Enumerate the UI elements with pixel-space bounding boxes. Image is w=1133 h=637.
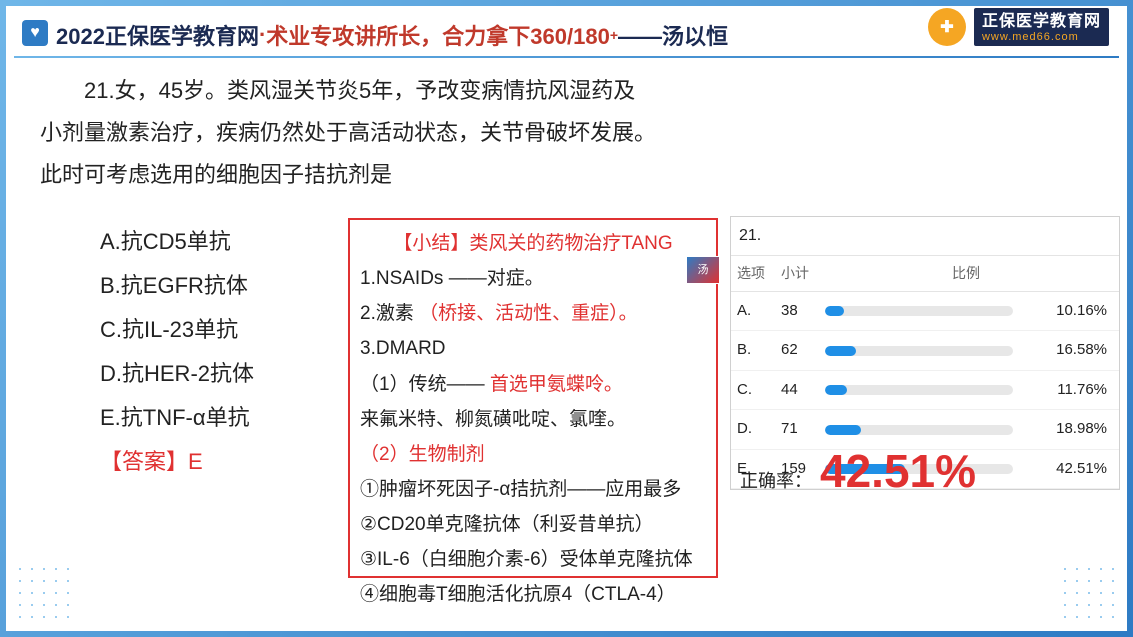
- summary-l4: （1）传统—— 首选甲氨蝶呤。: [360, 367, 706, 402]
- correct-rate: 正确率： 42.51%: [740, 428, 976, 515]
- logo-line1: 正保医学教育网: [982, 12, 1101, 31]
- stats-bar: [819, 331, 1019, 371]
- stats-pct: 11.76%: [1019, 370, 1119, 410]
- stamp-icon: 汤: [686, 256, 720, 284]
- stats-row: A.38 10.16%: [731, 291, 1119, 331]
- summary-l4b: 首选甲氨蝶呤。: [490, 374, 623, 395]
- stats-pct: 18.98%: [1019, 410, 1119, 450]
- header-author: ——汤以恒: [618, 19, 728, 51]
- stats-h-opt: 选项: [731, 256, 775, 291]
- stats-pct: 10.16%: [1019, 291, 1119, 331]
- stats-opt: A.: [731, 291, 775, 331]
- header-slogan-sup: +: [610, 27, 618, 43]
- summary-l1: 1.NSAIDs ——对症。: [360, 261, 706, 296]
- logo-text: 正保医学教育网 www.med66.com: [974, 8, 1109, 46]
- correct-value: 42.51%: [820, 428, 976, 515]
- content-area: 21.女，45岁。类风湿关节炎5年，予改变病情抗风湿药及 小剂量激素治疗，疾病仍…: [40, 70, 1113, 617]
- stats-opt: C.: [731, 370, 775, 410]
- summary-l2b: （桥接、活动性、重症）。: [419, 303, 638, 324]
- summary-l9: ③IL-6（白细胞介素-6）受体单克隆抗体: [360, 542, 706, 577]
- stats-h-cnt: 小计: [775, 256, 819, 291]
- stats-bar: [819, 370, 1019, 410]
- summary-box: 【小结】类风关的药物治疗TANG 汤 1.NSAIDs ——对症。 2.激素 （…: [348, 218, 718, 578]
- stats-cnt: 44: [775, 370, 819, 410]
- summary-l2: 2.激素 （桥接、活动性、重症）。: [360, 296, 706, 331]
- summary-l10: ④细胞毒T细胞活化抗原4（CTLA-4）: [360, 577, 706, 612]
- header-divider: [14, 56, 1119, 58]
- question-stem-line1: 21.女，45岁。类风湿关节炎5年，予改变病情抗风湿药及: [40, 70, 1113, 112]
- summary-l7: ①肿瘤坏死因子-α拮抗剂——应用最多: [360, 472, 706, 507]
- summary-l2a: 2.激素: [360, 303, 414, 324]
- stats-row: C.44 11.76%: [731, 370, 1119, 410]
- option-a: A.抗CD5单抗: [100, 220, 340, 264]
- stats-cnt: 38: [775, 291, 819, 331]
- option-e: E.抗TNF-α单抗: [100, 396, 340, 440]
- answer-label: 【答案】E: [100, 440, 340, 484]
- heart-icon: ♥: [22, 20, 48, 46]
- option-d: D.抗HER-2抗体: [100, 352, 340, 396]
- question-stem-line2: 小剂量激素治疗，疾病仍然处于高活动状态，关节骨破坏发展。: [40, 112, 1113, 154]
- stats-row: B.62 16.58%: [731, 331, 1119, 371]
- logo-glyph: ✚: [940, 17, 953, 37]
- summary-title: 【小结】类风关的药物治疗TANG: [360, 226, 706, 261]
- decoration-dots-br: [1059, 563, 1119, 623]
- stats-cnt: 62: [775, 331, 819, 371]
- summary-l6: （2）生物制剂: [360, 437, 706, 472]
- logo-line2: www.med66.com: [982, 31, 1101, 44]
- site-logo: ✚ 正保医学教育网 www.med66.com: [922, 6, 1115, 48]
- stats-h-pct: 比例: [819, 256, 1119, 291]
- summary-l8: ②CD20单克隆抗体（利妥昔单抗）: [360, 507, 706, 542]
- decoration-dots-bl: [14, 563, 74, 623]
- option-b: B.抗EGFR抗体: [100, 264, 340, 308]
- stats-bar: [819, 291, 1019, 331]
- header-slogan: 术业专攻讲所长，合力拿下360/180: [266, 19, 610, 51]
- logo-icon: ✚: [928, 8, 966, 46]
- summary-l4a: （1）传统——: [360, 374, 485, 395]
- question-stem-line3: 此时可考虑选用的细胞因子拮抗剂是: [40, 154, 1113, 196]
- option-c: C.抗IL-23单抗: [100, 308, 340, 352]
- stats-pct: 42.51%: [1019, 449, 1119, 489]
- header-year-site: 2022正保医学教育网: [56, 19, 259, 51]
- options-block: A.抗CD5单抗 B.抗EGFR抗体 C.抗IL-23单抗 D.抗HER-2抗体…: [100, 220, 340, 484]
- header-dot: ·: [259, 22, 266, 48]
- stats-opt: B.: [731, 331, 775, 371]
- correct-label: 正确率：: [740, 464, 812, 498]
- stats-pct: 16.58%: [1019, 331, 1119, 371]
- summary-l5: 来氟米特、柳氮磺吡啶、氯喹。: [360, 402, 706, 437]
- stats-qno: 21.: [731, 217, 1119, 256]
- summary-l3: 3.DMARD: [360, 331, 706, 366]
